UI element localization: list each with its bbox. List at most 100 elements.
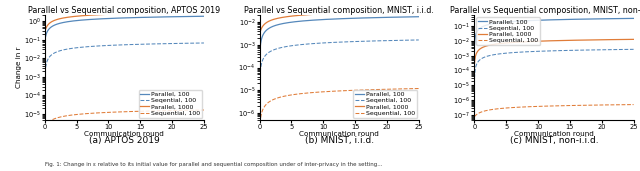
Seqential, 100 bbox=[256, 82, 264, 84]
Sequential, 100 bbox=[118, 111, 125, 113]
Seqential, 100 bbox=[332, 41, 340, 43]
X-axis label: Communication round: Communication round bbox=[300, 131, 379, 137]
Seqential, 100 bbox=[630, 48, 637, 50]
Line: Parallel, 100: Parallel, 100 bbox=[260, 17, 419, 57]
Parallel, 1000 bbox=[172, 11, 179, 14]
Sequential, 100 bbox=[557, 105, 564, 107]
Sequential, 100 bbox=[127, 110, 135, 113]
Sequential, 100 bbox=[546, 105, 554, 107]
Seqential, 100 bbox=[172, 42, 179, 44]
Sequential, 100 bbox=[411, 88, 419, 90]
Parallel, 100 bbox=[332, 18, 340, 20]
Parallel, 1000 bbox=[342, 12, 349, 14]
Seqential, 100 bbox=[565, 49, 573, 51]
Line: Parallel, 1000: Parallel, 1000 bbox=[474, 39, 634, 63]
Title: Parallel vs Sequential composition, APTOS 2019: Parallel vs Sequential composition, APTO… bbox=[28, 6, 221, 15]
Parallel, 1000 bbox=[386, 11, 394, 13]
Y-axis label: Change in r: Change in r bbox=[16, 47, 22, 88]
Seqential, 100 bbox=[557, 50, 564, 52]
Parallel, 1000 bbox=[118, 13, 125, 15]
Parallel, 100 bbox=[118, 17, 125, 19]
Parallel, 100 bbox=[196, 15, 204, 17]
Sequential, 100 bbox=[415, 88, 422, 90]
Line: Parallel, 1000: Parallel, 1000 bbox=[260, 11, 419, 34]
Seqential, 100 bbox=[547, 50, 555, 52]
Parallel, 100 bbox=[626, 17, 634, 19]
Sequential, 100 bbox=[332, 90, 339, 92]
Parallel, 1000 bbox=[332, 12, 339, 14]
Line: Sequential, 100: Sequential, 100 bbox=[45, 110, 204, 127]
X-axis label: Communication round: Communication round bbox=[84, 131, 164, 137]
Parallel, 1000 bbox=[411, 10, 419, 12]
Text: (c) MNIST, non-i.i.d.: (c) MNIST, non-i.i.d. bbox=[509, 136, 598, 145]
Parallel, 100 bbox=[116, 17, 124, 19]
Sequential, 100 bbox=[332, 90, 340, 92]
Seqential, 100 bbox=[546, 50, 554, 52]
Sequential, 100 bbox=[470, 116, 478, 118]
Parallel, 1000 bbox=[200, 11, 208, 13]
Sequential, 100 bbox=[342, 90, 349, 92]
Parallel, 100 bbox=[411, 16, 419, 18]
Sequential, 100 bbox=[196, 109, 204, 111]
Parallel, 100 bbox=[41, 40, 49, 42]
Parallel, 100 bbox=[342, 17, 349, 19]
Sequential, 100 bbox=[386, 88, 394, 90]
Line: Sequential, 100: Sequential, 100 bbox=[260, 89, 419, 129]
Parallel, 100 bbox=[415, 16, 422, 18]
Sequential, 100 bbox=[565, 104, 573, 107]
Parallel, 1000 bbox=[470, 62, 478, 64]
Sequential, 100 bbox=[601, 104, 609, 106]
Seqential, 100 bbox=[118, 44, 125, 46]
Parallel, 1000 bbox=[415, 10, 422, 12]
Parallel, 100 bbox=[565, 18, 573, 20]
Parallel, 1000 bbox=[546, 40, 554, 42]
Parallel, 1000 bbox=[41, 31, 49, 33]
Parallel, 1000 bbox=[116, 13, 124, 15]
Sequential, 100 bbox=[136, 110, 143, 112]
Seqential, 100 bbox=[411, 39, 419, 41]
Line: Parallel, 100: Parallel, 100 bbox=[474, 18, 634, 45]
Title: Parallel vs Sequential composition, MNIST, non-i.i.d.: Parallel vs Sequential composition, MNIS… bbox=[450, 6, 640, 15]
Legend: Parallel, 100, Seqential, 100, Parallel, 1000, Sequential, 100: Parallel, 100, Seqential, 100, Parallel,… bbox=[139, 90, 202, 118]
Parallel, 100 bbox=[200, 15, 208, 17]
Parallel, 1000 bbox=[557, 40, 564, 42]
Parallel, 100 bbox=[172, 16, 179, 18]
Line: Parallel, 1000: Parallel, 1000 bbox=[45, 12, 204, 32]
Parallel, 1000 bbox=[256, 33, 264, 35]
Parallel, 1000 bbox=[547, 40, 555, 42]
Parallel, 100 bbox=[547, 19, 555, 21]
Parallel, 100 bbox=[256, 56, 264, 58]
Text: (b) MNIST, i.i.d.: (b) MNIST, i.i.d. bbox=[305, 136, 374, 145]
Parallel, 1000 bbox=[601, 39, 609, 41]
Parallel, 1000 bbox=[127, 12, 135, 15]
Parallel, 1000 bbox=[626, 38, 634, 40]
Parallel, 1000 bbox=[630, 38, 637, 40]
Seqential, 100 bbox=[342, 41, 349, 43]
Seqential, 100 bbox=[601, 49, 609, 51]
Seqential, 100 bbox=[196, 42, 204, 44]
Parallel, 100 bbox=[127, 17, 135, 19]
Seqential, 100 bbox=[332, 41, 339, 43]
Sequential, 100 bbox=[626, 104, 634, 106]
Sequential, 100 bbox=[256, 128, 264, 130]
Seqential, 100 bbox=[127, 44, 135, 46]
Parallel, 100 bbox=[386, 16, 394, 18]
Parallel, 1000 bbox=[196, 11, 204, 13]
Seqential, 100 bbox=[470, 77, 478, 79]
Legend: Parallel, 100, Seqential, 100, Parallel, 1000, Sequential, 100: Parallel, 100, Seqential, 100, Parallel,… bbox=[476, 17, 540, 45]
Parallel, 100 bbox=[630, 17, 637, 19]
Text: Fig. 1: Change in ε relative to its initial value for parallel and sequential co: Fig. 1: Change in ε relative to its init… bbox=[45, 162, 382, 167]
Sequential, 100 bbox=[172, 109, 179, 111]
Sequential, 100 bbox=[351, 89, 358, 91]
Parallel, 1000 bbox=[351, 12, 358, 14]
Seqential, 100 bbox=[386, 40, 394, 42]
Sequential, 100 bbox=[41, 126, 49, 128]
Title: Parallel vs Sequential composition, MNIST, i.i.d.: Parallel vs Sequential composition, MNIS… bbox=[244, 6, 434, 15]
Parallel, 100 bbox=[470, 44, 478, 46]
Seqential, 100 bbox=[41, 78, 49, 80]
Seqential, 100 bbox=[116, 44, 124, 46]
Line: Seqential, 100: Seqential, 100 bbox=[474, 49, 634, 78]
Sequential, 100 bbox=[116, 111, 124, 113]
Seqential, 100 bbox=[200, 42, 208, 44]
Parallel, 100 bbox=[332, 18, 339, 20]
